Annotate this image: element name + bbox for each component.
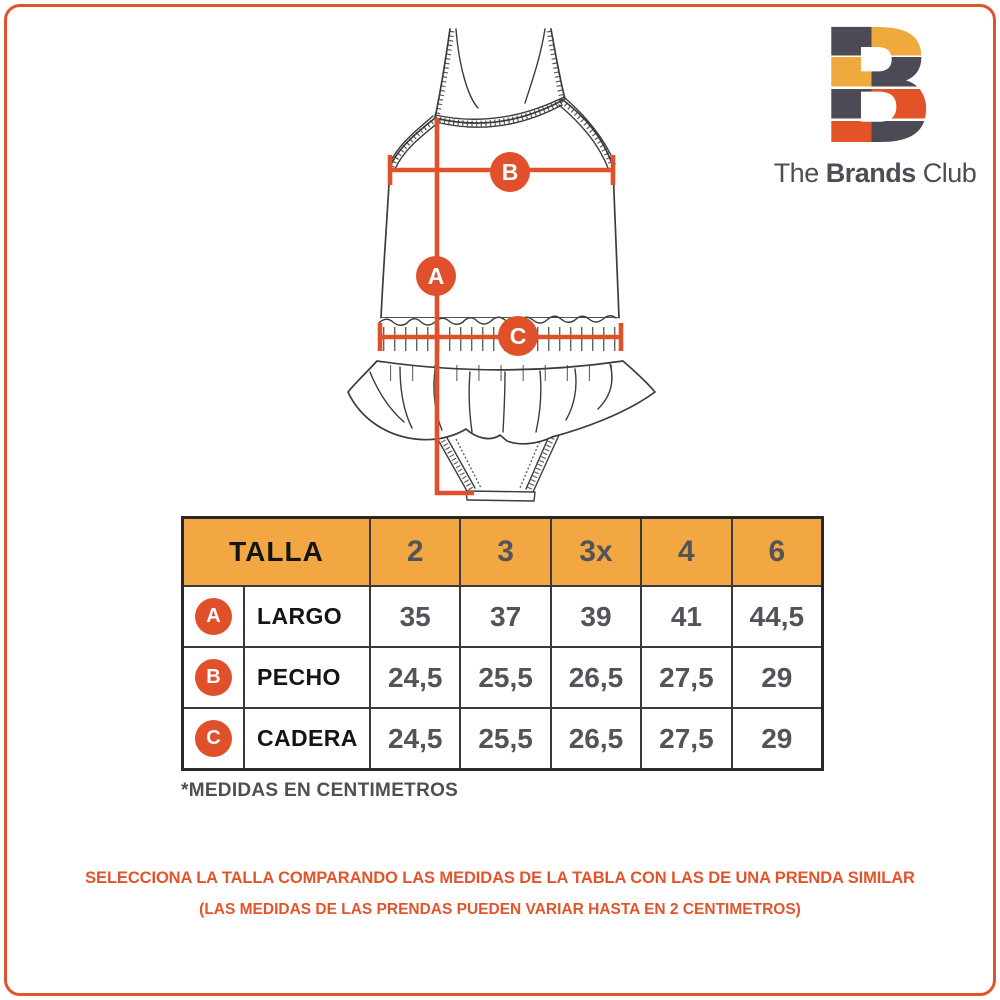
swimsuit-briefs <box>436 432 560 502</box>
brand-name: The Brands Club <box>752 158 998 189</box>
swimsuit-straps <box>434 28 566 119</box>
brand-name-the: The <box>773 158 820 188</box>
pecho-size-2: 24,5 <box>371 648 460 707</box>
largo-size-3: 37 <box>461 587 550 646</box>
brand-b-icon: B <box>816 0 934 180</box>
cadera-size-2: 24,5 <box>371 709 460 768</box>
cadera-size-3: 25,5 <box>461 709 550 768</box>
size-selection-note-line2: (LAS MEDIDAS DE LAS PRENDAS PUEDEN VARIA… <box>199 901 801 918</box>
marker-b-table-badge: B <box>195 659 232 696</box>
swimsuit-measurement-diagram: B A C <box>347 28 656 502</box>
pecho-size-3: 25,5 <box>461 648 550 707</box>
marker-c-table-badge: C <box>195 720 232 757</box>
brand-logo: B The Brands Club <box>752 26 998 189</box>
brand-name-club: Club <box>922 158 977 188</box>
measurement-line-a <box>434 118 474 496</box>
cadera-size-6: 29 <box>732 709 821 768</box>
row-cadera-label: CADERA <box>245 709 369 768</box>
marker-c-badge: C <box>498 316 538 356</box>
size-selection-note-line1: SELECCIONA LA TALLA COMPARANDO LAS MEDID… <box>85 869 915 887</box>
svg-text:B: B <box>502 159 519 185</box>
row-pecho-label: PECHO <box>245 648 369 707</box>
row-cadera-marker-cell: C <box>184 709 243 768</box>
size-header-6: 6 <box>732 519 821 585</box>
size-selection-note: SELECCIONA LA TALLA COMPARANDO LAS MEDID… <box>0 869 1000 919</box>
size-table: TALLA 2 3 3x 4 6 A LARGO 35 37 39 41 44,… <box>181 516 824 771</box>
marker-a-table-badge: A <box>195 598 232 635</box>
size-header-4: 4 <box>642 519 731 585</box>
units-note: *MEDIDAS EN CENTIMETROS <box>181 780 459 801</box>
marker-b-badge: B <box>490 152 530 192</box>
size-table-header-talla: TALLA <box>184 519 369 585</box>
pecho-size-4: 27,5 <box>642 648 731 707</box>
largo-size-6: 44,5 <box>732 587 821 646</box>
size-header-2: 2 <box>371 519 460 585</box>
pecho-size-3x: 26,5 <box>551 648 641 707</box>
largo-size-4: 41 <box>642 587 731 646</box>
largo-size-3x: 39 <box>551 587 641 646</box>
marker-a-badge: A <box>416 256 456 296</box>
brand-name-brands: Brands <box>825 158 917 188</box>
cadera-size-4: 27,5 <box>642 709 731 768</box>
swimsuit-body <box>380 96 620 319</box>
largo-size-2: 35 <box>371 587 460 646</box>
size-header-3x: 3x <box>551 519 641 585</box>
svg-text:A: A <box>428 263 445 289</box>
size-header-3: 3 <box>461 519 550 585</box>
cadera-size-3x: 26,5 <box>551 709 641 768</box>
row-largo-label: LARGO <box>245 587 369 646</box>
row-pecho-marker-cell: B <box>184 648 243 707</box>
pecho-size-6: 29 <box>732 648 821 707</box>
row-largo-marker-cell: A <box>184 587 243 646</box>
svg-text:C: C <box>510 323 527 349</box>
